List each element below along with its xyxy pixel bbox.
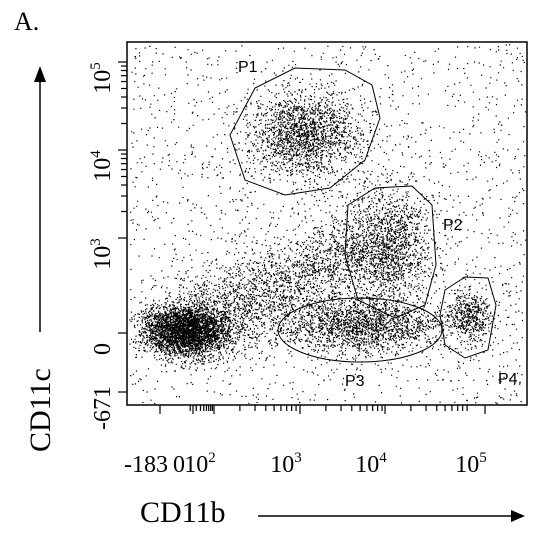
plot-frame	[126, 41, 528, 406]
gate-label: P1	[238, 59, 258, 76]
event-dots	[129, 44, 527, 405]
x-arrowhead	[511, 510, 525, 522]
tick-label: 105	[88, 62, 116, 94]
tick-exp: 4	[379, 450, 387, 466]
gate-p2	[344, 185, 437, 319]
tick-exp: 3	[88, 238, 104, 246]
tick-label: 104	[355, 450, 387, 478]
tick-label: 105	[455, 450, 487, 478]
gate-label: P2	[443, 217, 463, 234]
tick-base: 10	[184, 452, 208, 478]
tick-exp: 4	[88, 150, 104, 158]
tick-label: 103	[270, 450, 302, 478]
tick-label: 104	[88, 150, 116, 182]
tick-base: 10	[270, 452, 294, 478]
tick-base: 10	[90, 158, 116, 182]
y-axis-title: CD11c	[24, 368, 57, 452]
tick-base: 10	[90, 246, 116, 270]
tick-base: 10	[455, 452, 479, 478]
tick-exp: 5	[479, 450, 487, 466]
gate-p3	[277, 297, 443, 363]
tick-base: 10	[355, 452, 379, 478]
gate-p4	[439, 276, 497, 359]
panel-label: A.	[14, 7, 39, 36]
y-arrowhead	[34, 66, 46, 82]
gate-label: P4	[498, 371, 518, 388]
tick-label: -671	[90, 386, 116, 430]
gate-p1	[229, 67, 381, 196]
gates	[229, 67, 497, 363]
tick-label: 102	[184, 450, 216, 478]
tick-exp: 3	[294, 450, 302, 466]
tick-base: -671	[90, 386, 116, 430]
tick-base: 10	[90, 70, 116, 94]
gate-label: P3	[345, 373, 365, 390]
dots	[129, 44, 527, 405]
tick-base: -183	[124, 452, 168, 478]
tick-base: 0	[173, 452, 185, 478]
tick-label: -183	[124, 452, 168, 478]
tick-label: 0	[173, 452, 185, 478]
tick-label: 0	[90, 343, 116, 355]
tick-base: 0	[90, 343, 116, 355]
tick-exp: 2	[208, 450, 216, 466]
tick-exp: 5	[88, 62, 104, 70]
tick-label: 103	[88, 238, 116, 270]
x-axis-title: CD11b	[140, 496, 226, 529]
